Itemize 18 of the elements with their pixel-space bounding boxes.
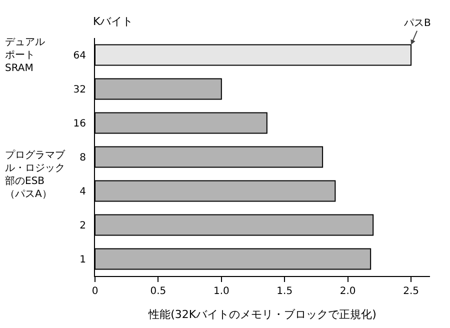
- x-tick-label: 0.5: [150, 286, 166, 297]
- y-tick-label: 4: [80, 186, 86, 198]
- x-tick-label: 2.5: [403, 286, 419, 297]
- y-tick-label: 32: [73, 84, 86, 96]
- x-tick-label: 0: [92, 286, 98, 297]
- text: プログラマブル・ロジック部のESB（パスA）: [5, 149, 66, 200]
- annotation: パスB: [403, 18, 431, 29]
- text: デュアルポートSRAM: [5, 37, 45, 74]
- x-axis-title: 性能(32Kバイトのメモリ・ブロックで正規化): [148, 308, 376, 322]
- y-axis-title: Kバイト: [93, 15, 134, 28]
- y-tick-label: 1: [80, 254, 86, 266]
- y-tick-label: 8: [80, 152, 86, 164]
- y-tick-label: 2: [80, 220, 86, 232]
- x-tick-label: 2.0: [340, 286, 356, 297]
- y-tick-label: 16: [73, 118, 86, 130]
- y-tick-label: 64: [73, 50, 86, 62]
- x-tick-label: 1.5: [276, 286, 293, 297]
- x-tick-label: 1.0: [213, 286, 230, 297]
